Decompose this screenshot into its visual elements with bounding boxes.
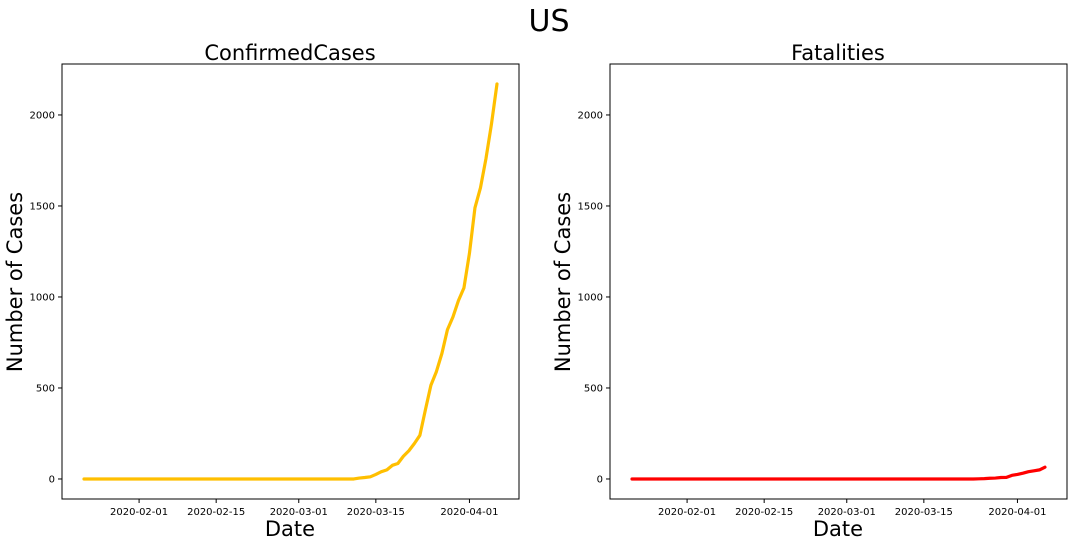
confirmed-cases-x-tick-label-1: 2020-02-15 [187,507,245,518]
fatalities-xlabel: Date [813,517,863,541]
confirmed-cases-x-tick-label-3: 2020-03-15 [347,507,405,518]
confirmed-cases-xlabel: Date [265,517,315,541]
confirmed-cases-axes-frame [61,63,520,500]
fatalities-y-tick-label-3: 1500 [578,201,603,212]
fatalities-series-line-0 [630,465,1047,481]
fatalities-y-tick-label-2: 1000 [578,292,603,303]
confirmed-cases-x-tick-label-4: 2020-04-01 [440,507,498,518]
fatalities-y-tick-label-1: 500 [584,383,603,394]
fatalities-panel: Fatalities Date Number of Cases 2020-02-… [551,41,1068,541]
fatalities-x-tick-label-1: 2020-02-15 [735,507,793,518]
confirmed-cases-y-tick-label-1: 500 [36,383,55,394]
fatalities-y-tick-label-0: 0 [597,474,603,485]
confirmed-cases-y-tick-label-3: 1500 [30,201,55,212]
fatalities-ylabel: Number of Cases [551,192,575,372]
figure-suptitle: US [528,4,569,39]
fatalities-axes-frame [609,63,1068,500]
confirmed-cases-title: ConfirmedCases [204,41,375,65]
confirmed-cases-panel: ConfirmedCases Date Number of Cases 2020… [3,41,520,541]
confirmed-cases-y-tick-label-4: 2000 [30,110,55,121]
confirmed-cases-plot-area: 2020-02-01 2020-02-15 2020-03-01 2020-03-15… [30,63,520,518]
confirmed-cases-ylabel: Number of Cases [3,192,27,372]
confirmed-cases-x-tick-label-0: 2020-02-01 [110,507,168,518]
confirmed-cases-y-tick-label-2: 1000 [30,292,55,303]
fatalities-title: Fatalities [791,41,885,65]
fatalities-x-tick-label-4: 2020-04-01 [988,507,1046,518]
confirmed-cases-y-tick-label-0: 0 [49,474,55,485]
fatalities-x-tick-label-3: 2020-03-15 [895,507,953,518]
fatalities-y-tick-label-4: 2000 [578,110,603,121]
confirmed-cases-x-tick-label-2: 2020-03-01 [270,507,328,518]
fatalities-x-tick-label-0: 2020-02-01 [658,507,716,518]
fatalities-x-tick-label-2: 2020-03-01 [818,507,876,518]
fatalities-plot-area: 2020-02-01 2020-02-15 2020-03-01 2020-03-15… [578,63,1068,518]
confirmed-cases-series-line-0 [82,82,499,481]
